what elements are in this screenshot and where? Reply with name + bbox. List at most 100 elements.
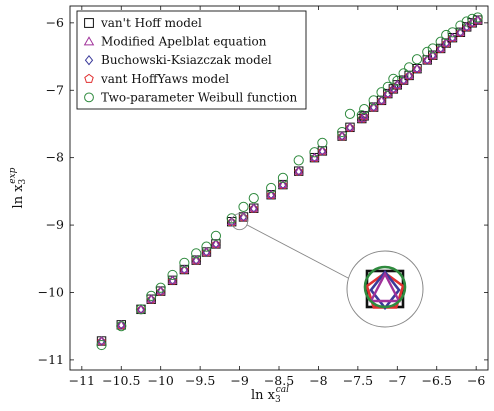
y-axis-title-sub: 3 [18, 178, 28, 184]
point-apelblat [447, 32, 458, 42]
point-buchowski [279, 179, 287, 190]
point-apelblat [436, 43, 446, 52]
legend: van't Hoff model Modified Apelblat equati… [76, 10, 307, 110]
point-buchowski [212, 239, 220, 249]
data-points [96, 12, 483, 351]
zoom-triangle [369, 271, 401, 303]
point-buchowski [377, 95, 386, 106]
point-buchowski [239, 212, 248, 222]
point-apelblat [249, 203, 259, 212]
point-apelblat [211, 239, 221, 248]
y-tick-label: −6 [46, 15, 64, 30]
point-weibull [336, 126, 348, 138]
x-axis-title-sub: 3 [275, 395, 281, 405]
point-apelblat [368, 102, 379, 111]
point-weibull [96, 339, 107, 351]
point-buchowski [294, 166, 303, 176]
point-apelblat [167, 275, 178, 284]
x-tick-label: −7.5 [343, 373, 373, 388]
point-apelblat [278, 179, 288, 188]
zoom-source-circle [231, 213, 249, 231]
x-tick-label: −6.5 [422, 373, 452, 388]
point-buchowski [249, 203, 258, 214]
point-weibull [293, 155, 304, 166]
point-weibull [179, 257, 190, 268]
point-apelblat [266, 189, 276, 199]
x-axis-title-main: ln x [251, 388, 276, 403]
point-buchowski [156, 286, 165, 296]
zoom-inset [231, 213, 424, 328]
point-buchowski [192, 255, 201, 265]
point-buchowski [267, 189, 275, 200]
point-apelblat [376, 95, 387, 104]
point-apelblat [337, 131, 347, 140]
point-apelblat [412, 63, 422, 73]
point-buchowski [147, 294, 156, 305]
x-tick-label: −7 [388, 373, 406, 388]
y-axis-title: ln x3exp [8, 167, 28, 208]
legend-marker-diamond [84, 54, 94, 66]
point-weibull [238, 201, 249, 212]
point-apelblat [404, 70, 414, 79]
legend-marker-pentagon [84, 73, 94, 83]
x-axis-title: ln x3cal [251, 385, 289, 405]
point-apelblat [191, 255, 201, 264]
point-weibull [411, 54, 423, 65]
legend-marker-square [84, 18, 94, 28]
point-weibull [191, 248, 202, 259]
y-tick-label: −8 [46, 150, 64, 165]
x-tick-label: −10 [148, 373, 174, 388]
point-apelblat [201, 247, 212, 256]
point-apelblat [136, 304, 146, 313]
point-buchowski [346, 122, 354, 133]
x-tick-label: −6 [467, 373, 485, 388]
point-weibull [277, 172, 289, 183]
point-weibull [210, 230, 222, 241]
point-buchowski [399, 75, 408, 85]
point-apelblat [179, 264, 190, 273]
point-buchowski [369, 102, 378, 112]
x-axis-title-sup: cal [276, 385, 289, 395]
point-buchowski [405, 70, 413, 81]
point-weibull [155, 282, 166, 293]
point-buchowski [318, 146, 327, 156]
y-tick-label: −7 [46, 82, 64, 97]
point-apelblat [317, 146, 328, 155]
legend-label: Buchowski-Ksiazczak model [101, 53, 272, 67]
point-apelblat [462, 22, 472, 31]
point-buchowski [117, 320, 126, 330]
point-apelblat [309, 152, 320, 162]
y-tick-label: −11 [38, 352, 64, 367]
y-tick-label: −10 [38, 284, 64, 299]
y-axis-title-main: ln x [11, 184, 26, 209]
point-weibull [248, 193, 259, 204]
point-buchowski [180, 264, 189, 275]
point-buchowski [97, 336, 106, 346]
point-weibull [472, 12, 483, 23]
point-weibull [116, 321, 127, 332]
y-axis-title-sup: exp [8, 167, 18, 183]
point-apelblat [359, 111, 369, 120]
zoom-connector-line [246, 224, 351, 280]
point-buchowski [360, 111, 369, 121]
legend-box [76, 10, 307, 110]
point-weibull [359, 104, 370, 115]
x-tick-label: −8.5 [264, 373, 294, 388]
point-apelblat [345, 122, 355, 131]
point-apelblat [441, 38, 451, 47]
point-buchowski [338, 131, 346, 141]
legend-label: Modified Apelblat equation [101, 35, 267, 49]
x-tick-label: −9 [230, 373, 248, 388]
y-tick-label: −9 [46, 217, 64, 232]
point-buchowski [473, 15, 482, 25]
point-weibull [135, 304, 147, 315]
point-buchowski [227, 216, 236, 227]
legend-label: Two-parameter Weibull function [101, 90, 298, 104]
point-weibull [146, 290, 157, 301]
point-apelblat [146, 294, 156, 303]
point-buchowski [428, 50, 437, 61]
point-buchowski [137, 304, 145, 315]
point-buchowski [423, 55, 432, 65]
point-weibull [317, 137, 328, 148]
axis-ticks: −11 −10.5 −10 −9.5 −9 −8.5 −8 −7.5 −7 −6.5 −6 −11 −1… [38, 6, 488, 388]
